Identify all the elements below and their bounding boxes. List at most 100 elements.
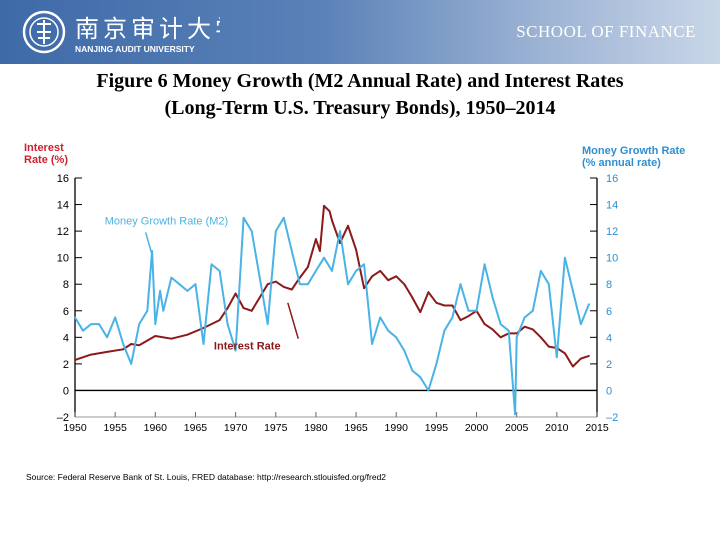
left-tick-label: 0: [63, 385, 69, 397]
interest-rate-point: [355, 248, 357, 251]
money-growth-point: [274, 230, 277, 233]
money-growth-point: [347, 283, 349, 286]
interest-rate-point: [274, 280, 277, 283]
money-growth-point: [499, 323, 502, 325]
school-name: SCHOOL OF FINANCE: [516, 22, 696, 41]
x-tick-label: 1990: [385, 422, 409, 434]
money-growth-point: [162, 309, 165, 312]
x-tick-label: 2005: [505, 422, 529, 434]
money-growth-point: [210, 263, 213, 266]
interest-rate-point: [499, 336, 502, 339]
money-growth-point: [122, 343, 125, 345]
x-tick-label: 1965: [184, 422, 208, 434]
right-axis-title-line: (% annual rate): [582, 157, 661, 169]
money-growth-point: [555, 356, 558, 359]
money-growth-point: [307, 283, 309, 286]
money-growth-point: [315, 270, 317, 272]
money-growth-point: [451, 316, 454, 319]
left-tick-label: 12: [57, 226, 69, 238]
interest-rate-point: [250, 309, 253, 312]
right-tick-label: 2: [606, 359, 612, 371]
interest-rate-point: [564, 352, 566, 355]
right-tick-label: 16: [606, 173, 618, 185]
left-tick-label: 4: [63, 332, 69, 344]
interest-rate-point: [282, 286, 285, 288]
right-tick-label: 4: [606, 332, 612, 344]
interest-rate-point: [138, 344, 141, 347]
interest-rate-point: [459, 319, 462, 321]
interest-rate-point: [588, 355, 590, 357]
right-tick-label: 0: [606, 385, 612, 397]
interest-rate-point: [258, 296, 261, 299]
money-growth-pointer: [144, 232, 153, 256]
money-growth-point: [427, 389, 430, 392]
left-tick-label: 14: [57, 200, 69, 212]
interest-rate-point: [467, 315, 470, 317]
interest-rate-point: [403, 283, 406, 286]
money-growth-point: [371, 343, 373, 345]
money-growth-point: [331, 270, 333, 272]
interest-rate-point: [74, 359, 76, 361]
interest-rate-point: [371, 275, 373, 278]
x-tick-label: 1965: [344, 422, 368, 434]
right-tick-label: 12: [606, 226, 618, 238]
x-tick-label: 1995: [425, 422, 449, 434]
right-axis-title-line: Money Growth Rate: [582, 145, 685, 157]
money-growth-point: [564, 256, 566, 259]
interest-rate-point: [539, 336, 542, 339]
x-tick-label: 2015: [585, 422, 609, 434]
x-tick-label: 1960: [144, 422, 168, 434]
money-growth-point: [106, 336, 108, 339]
interest-rate-point: [531, 328, 534, 331]
money-growth-point: [226, 323, 229, 325]
interest-rate-point: [106, 351, 108, 353]
right-axis-title: Money Growth Rate(% annual rate): [582, 145, 685, 169]
interest-rate-point: [451, 304, 454, 307]
money-growth-point: [178, 283, 181, 286]
interest-rate-point: [315, 238, 317, 241]
logo-chinese-text: 南京审计大学: [75, 15, 220, 43]
money-growth-point: [250, 230, 253, 233]
money-growth-point: [483, 263, 486, 266]
money-growth-point: [114, 316, 117, 319]
university-logo: 南京审计大学 NANJING AUDIT UNIVERSITY: [22, 10, 220, 54]
interest-rate-point: [427, 291, 430, 294]
left-axis-ticks: 16 14 12 10 8 6 4 2 0 –2: [57, 173, 82, 424]
interest-rate-point: [130, 343, 133, 345]
money-growth-point: [395, 336, 398, 339]
left-tick-label: 8: [63, 279, 69, 291]
money-growth-point: [515, 336, 518, 339]
left-tick-label: –2: [57, 412, 69, 424]
interest-rate-point: [411, 296, 414, 299]
money-growth-point: [138, 323, 141, 325]
money-growth-point: [299, 283, 301, 286]
interest-rate-point: [307, 266, 309, 268]
interest-rate-point: [363, 287, 365, 290]
interest-rate-point: [572, 365, 574, 368]
money-growth-point: [514, 413, 516, 416]
left-tick-label: 10: [57, 253, 69, 265]
interest-rate-point: [580, 357, 582, 360]
x-tick-label: 2010: [545, 422, 569, 434]
money-growth-point: [323, 256, 325, 259]
money-growth-point: [202, 343, 205, 345]
interest-rate-point: [218, 319, 221, 321]
money-growth-point: [355, 270, 357, 272]
interest-rate-line: [74, 204, 590, 368]
logo-english-text: NANJING AUDIT UNIVERSITY: [75, 44, 195, 54]
interest-rate-point: [483, 323, 486, 325]
x-tick-label: 1950: [63, 422, 87, 434]
money-growth-point: [74, 316, 76, 319]
money-growth-point: [194, 283, 197, 286]
money-growth-point: [467, 309, 470, 312]
interest-rate-point: [323, 205, 325, 207]
left-tick-label: 6: [63, 306, 69, 318]
interest-rate-point: [547, 345, 550, 348]
money-growth-point: [523, 316, 526, 319]
money-growth-annotation: Money Growth Rate (M2): [105, 215, 228, 227]
interest-rate-point: [523, 325, 526, 328]
annotation-layer: Money Growth Rate (M2) Interest Rate: [105, 215, 299, 352]
money-growth-point: [588, 303, 590, 305]
